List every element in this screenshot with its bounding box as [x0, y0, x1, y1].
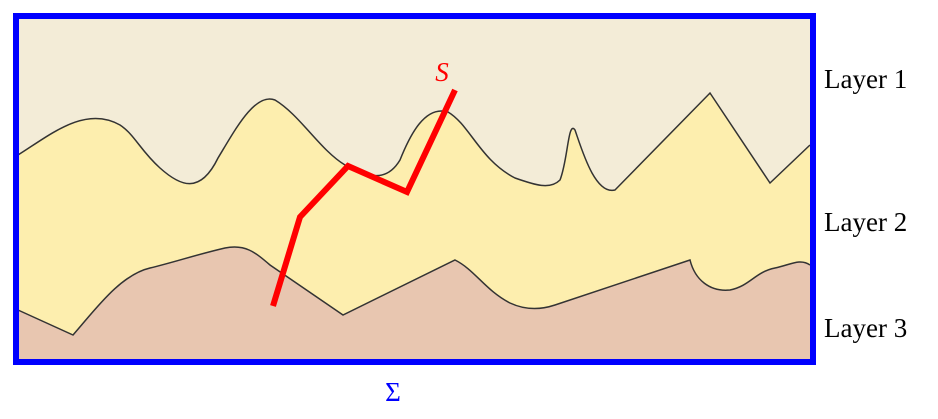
interface-2-3 [17, 246, 811, 336]
curve-label: S [435, 57, 449, 87]
layer-label: Layer 2 [824, 207, 907, 237]
domain-boundary [13, 13, 816, 365]
layer-3-region [18, 246, 810, 360]
domain-label: Σ [385, 377, 401, 407]
layer-label: Layer 3 [824, 313, 907, 343]
curve-s [270, 88, 458, 307]
layer-label: Layer 1 [824, 64, 907, 94]
interface-1-2 [17, 91, 811, 191]
